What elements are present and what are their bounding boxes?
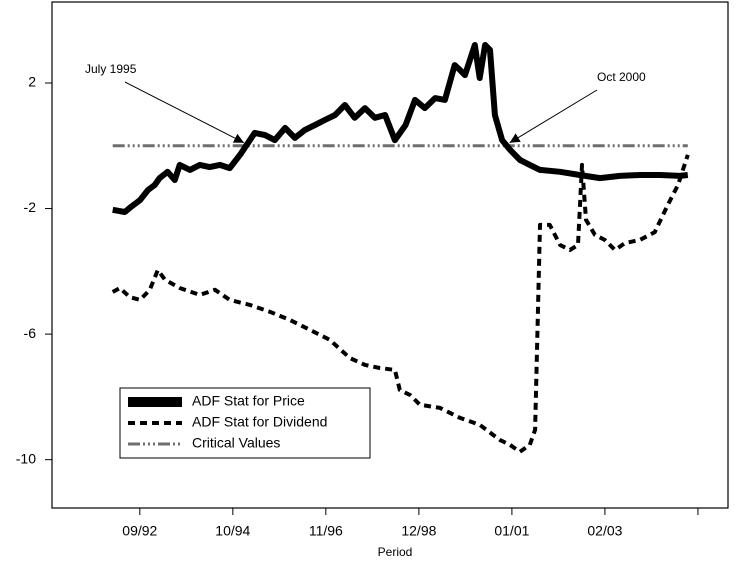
annotation-arrow [124, 81, 245, 144]
y-tick-label: 2 [28, 74, 36, 90]
plot-frame [51, 1, 729, 509]
x-tick-label: 10/94 [215, 523, 250, 539]
y-tick-label: -2 [24, 199, 37, 215]
y-tick-label: -10 [16, 450, 36, 466]
series-line [112, 42, 689, 215]
x-axis-label: Period [378, 545, 413, 559]
y-tick-label: -6 [24, 325, 37, 341]
legend-label: Critical Values [192, 435, 280, 451]
annotation-text: July 1995 [85, 62, 137, 76]
x-tick-label: 01/01 [494, 523, 529, 539]
legend-label: ADF Stat for Price [192, 393, 305, 409]
x-tick-label: 11/96 [309, 523, 343, 539]
legend-label: ADF Stat for Dividend [192, 414, 327, 430]
series-line [111, 154, 690, 454]
x-tick-label: 02/03 [587, 523, 622, 539]
annotation-arrow [509, 89, 598, 144]
x-tick-label: 12/98 [401, 523, 436, 539]
x-tick-label: 09/92 [122, 523, 157, 539]
annotation-text: Oct 2000 [597, 70, 646, 84]
